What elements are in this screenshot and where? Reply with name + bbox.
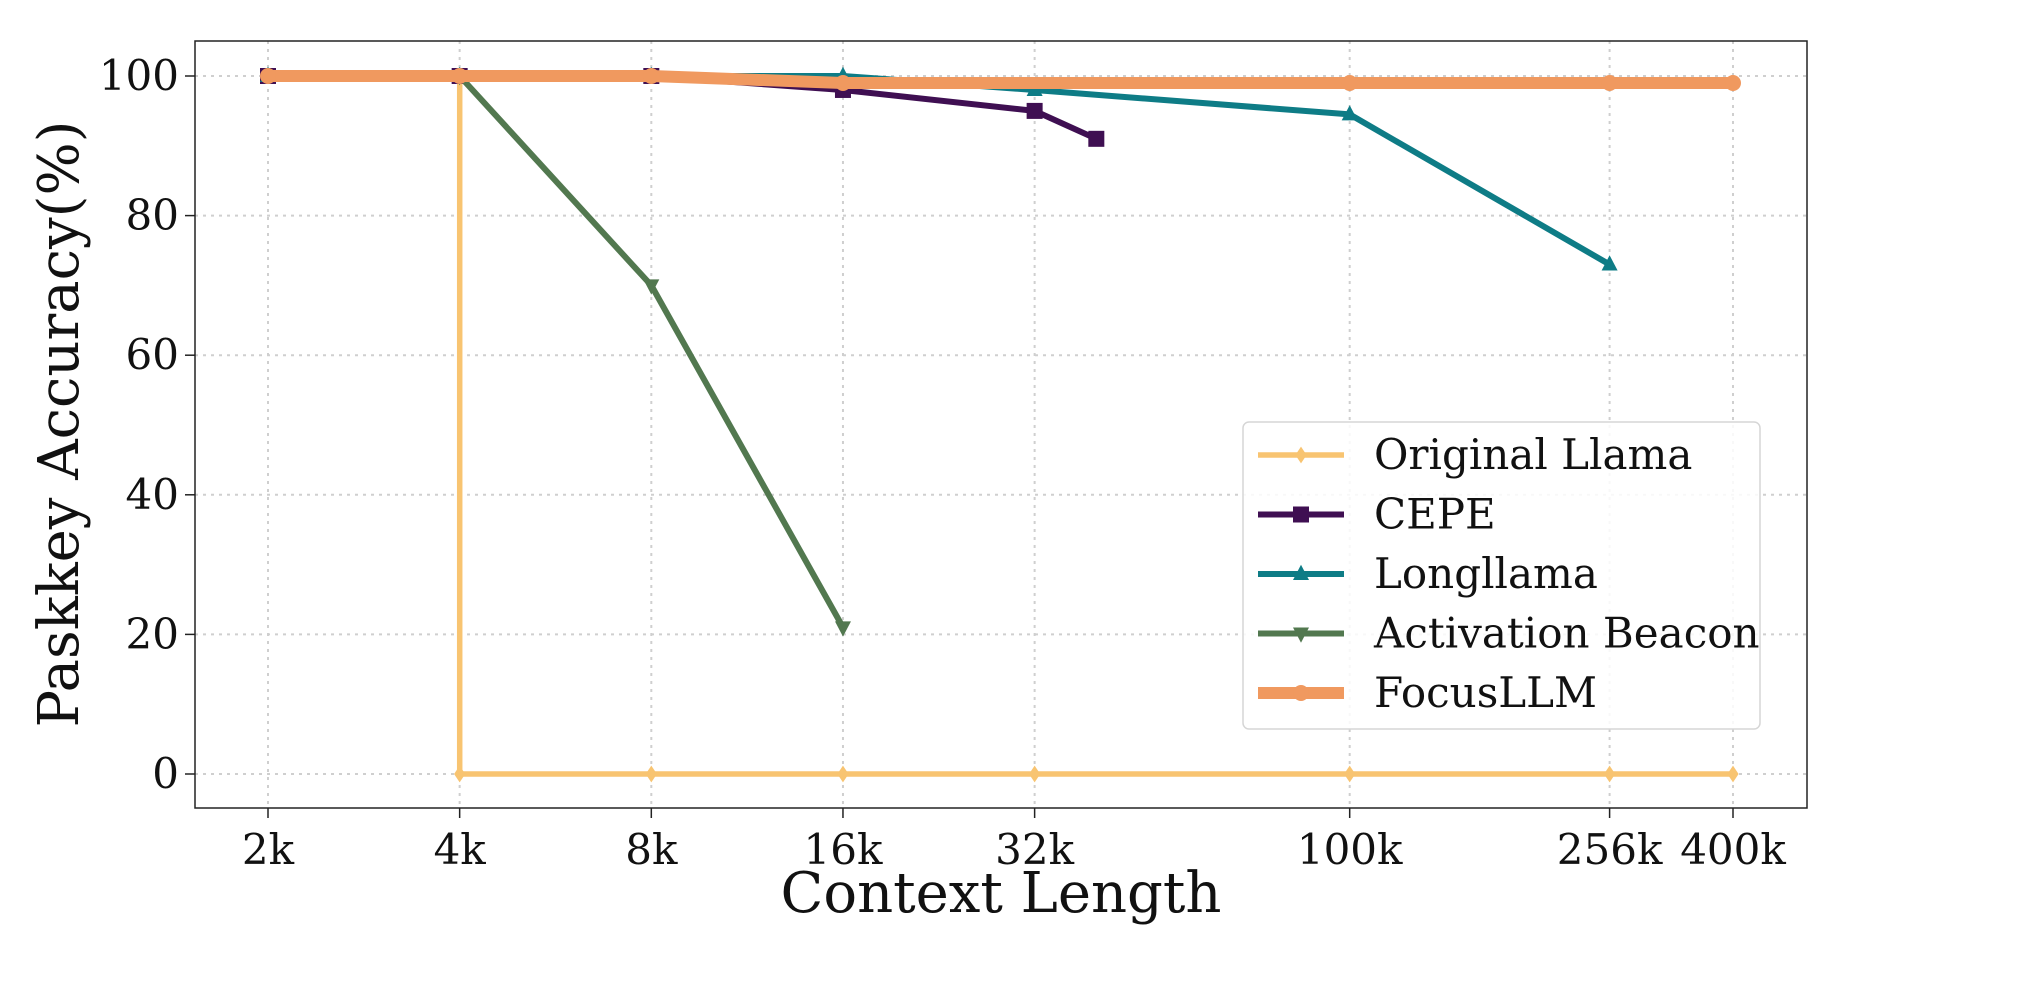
data-point-focusllm [260,68,276,84]
x-tick-label: 4k [434,825,487,874]
data-point-focusllm [1725,74,1741,91]
y-tick-label: 40 [126,470,179,519]
y-tick-label: 100 [99,51,179,100]
legend-item-longllama: Longllama [1258,549,1598,598]
x-tick-label: 2k [242,825,295,874]
data-point-activation-beacon [834,621,851,637]
legend-label: Longllama [1374,549,1598,598]
x-tick-label: 32k [995,825,1074,874]
data-point-focusllm [1601,74,1618,91]
data-point-longllama [1341,105,1358,121]
legend-marker [1293,627,1309,643]
data-point-longllama [1601,255,1618,271]
x-axis-title: Context Length [781,861,1222,926]
series-line-activation-beacon [457,73,846,629]
y-tick-label: 80 [126,191,179,240]
series-line-longllama [268,73,1612,268]
data-point-original-llama [1727,765,1739,783]
legend-item-focusllm: FocusLLM [1258,668,1597,717]
tick-layer: 0 20 40 60 80 100 2k 4k 8k 16k 32k 100k 256k 400k [99,51,1787,874]
data-point-focusllm [451,68,468,84]
y-tick-label: 20 [126,609,179,658]
data-point-original-llama [1344,765,1356,783]
data-point-focusllm [1341,74,1358,91]
x-tick-label: 256k [1557,825,1663,874]
x-tick-label: 16k [804,825,883,874]
legend-items: Original Llama CEPE Longllama Activation Be… [1258,430,1760,717]
series-focusllm [260,68,1741,91]
data-point-original-llama [837,765,849,783]
data-point-original-llama [454,765,466,783]
legend-item-cepe: CEPE [1258,490,1496,539]
data-point-original-llama [1604,765,1616,783]
legend-label: CEPE [1374,490,1496,539]
x-tick-label: 400k [1680,825,1786,874]
legend-label: Activation Beacon [1373,609,1760,658]
data-point-original-llama [645,765,657,783]
y-tick-label: 0 [152,749,179,798]
data-point-focusllm [834,74,851,91]
series-longllama [260,66,1618,271]
series-original-llama [262,67,1739,783]
legend-frame [1242,421,1761,730]
legend-marker [1293,685,1309,701]
data-point-original-llama [1029,765,1041,783]
plot-area-frame [194,40,1808,809]
data-point-cepe [1088,130,1105,147]
data-point-focusllm [643,68,660,84]
y-axis-title: Paskkey Accuracy(%) [27,120,92,727]
legend-marker [1293,564,1309,580]
legend: Original Llama CEPE Longllama Activation Be… [1242,421,1761,730]
legend-marker [1293,506,1309,523]
series-layer [260,66,1741,783]
series-line-focusllm [268,70,1733,89]
legend-marker [1295,446,1307,464]
data-point-cepe [1026,102,1043,119]
data-point-activation-beacon [643,279,660,295]
x-tick-label: 100k [1297,825,1403,874]
legend-item-original-llama: Original Llama [1258,430,1692,479]
x-tick-label: 8k [625,825,678,874]
legend-label: Original Llama [1374,430,1692,479]
y-tick-label: 60 [126,330,179,379]
legend-label: FocusLLM [1374,668,1597,717]
legend-item-activation-beacon: Activation Beacon [1258,609,1760,658]
